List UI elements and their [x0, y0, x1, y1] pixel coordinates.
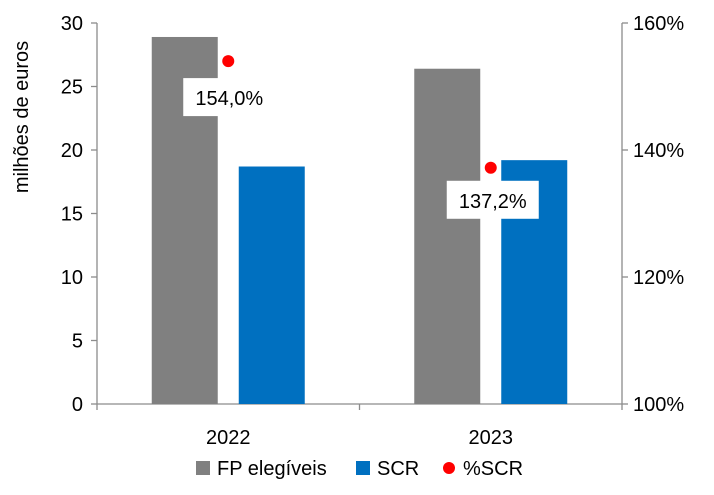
legend-label: %SCR [463, 458, 523, 480]
legend-swatch [356, 461, 370, 475]
data-label: 137,2% [459, 191, 527, 213]
plot-area: 0 5 10 15 20 25 30 100% 120% 140% 160% 2022 2023 154,… [61, 13, 685, 449]
y-tick-label: 5 [72, 331, 83, 353]
scr-point [222, 55, 235, 68]
y-tick-label: 25 [61, 77, 83, 99]
bar [414, 68, 481, 404]
y-tick-label: 30 [61, 13, 83, 35]
scr-point [484, 161, 497, 174]
y2-tick-label: 100% [633, 394, 684, 416]
y-tick-label: 0 [72, 394, 83, 416]
y-tick-label: 10 [61, 267, 83, 289]
data-label-box [183, 78, 276, 117]
y-axis-title: milhões de euros [11, 41, 33, 193]
y2-tick-label: 140% [633, 140, 684, 162]
y-tick-label: 20 [61, 140, 83, 162]
legend-label: SCR [377, 458, 419, 480]
y2-tick-label: 160% [633, 13, 684, 35]
legend-label: FP elegíveis [217, 458, 327, 480]
x-tick-label: 2022 [206, 427, 251, 449]
data-label-box [446, 180, 539, 219]
bar [238, 166, 305, 404]
legend-marker [443, 462, 455, 474]
legend: FP elegíveis SCR %SCR [196, 458, 523, 480]
data-label: 154,0% [195, 88, 263, 110]
y-tick-label: 15 [61, 204, 83, 226]
legend-swatch [196, 461, 210, 475]
y2-tick-label: 120% [633, 267, 684, 289]
x-tick-label: 2023 [469, 427, 514, 449]
